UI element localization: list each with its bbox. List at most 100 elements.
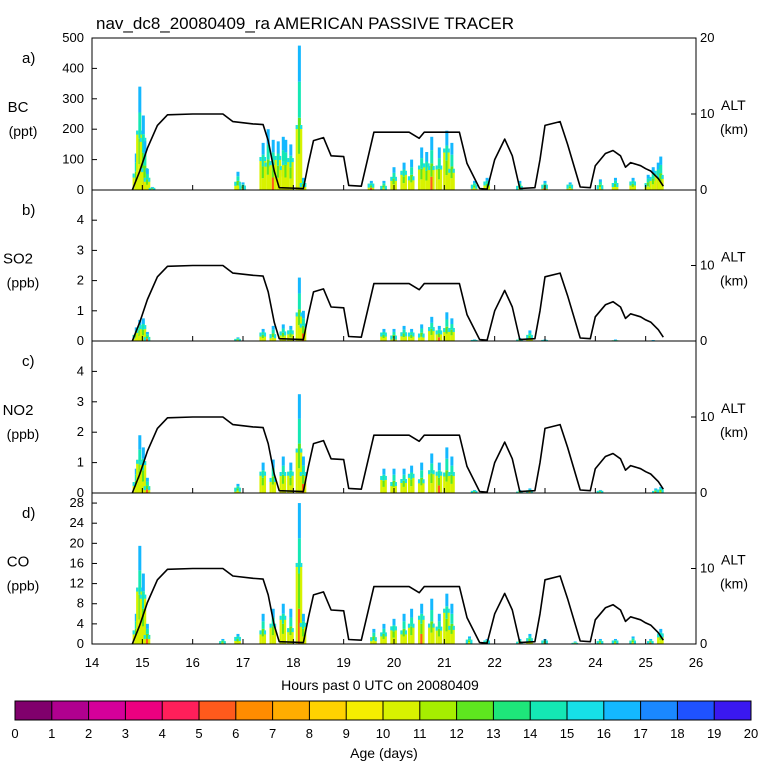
- tracer-segment: [382, 480, 386, 487]
- tracer-segment: [420, 633, 424, 644]
- tracer-fill: [443, 608, 446, 644]
- tracer-bar: [448, 456, 455, 493]
- tracer-fill: [448, 472, 451, 493]
- tracer-fill: [448, 327, 451, 341]
- colorbar-tick-label: 19: [707, 726, 721, 741]
- tracer-segment: [437, 621, 441, 629]
- tracer-fill: [435, 165, 438, 190]
- tracer-fill: [291, 158, 294, 190]
- y-tick-label: 3: [77, 394, 84, 409]
- tracer-fill-tip: [657, 489, 660, 493]
- tracer-segment: [297, 325, 301, 341]
- tracer-fill: [435, 330, 438, 341]
- tracer-segment: [402, 468, 406, 475]
- tracer-segment: [289, 167, 293, 179]
- tracer-fill-tip: [264, 162, 267, 167]
- tracer-segment: [613, 641, 617, 643]
- tracer-fill-tip: [448, 472, 451, 477]
- tracer-segment: [445, 145, 449, 161]
- tracer-fill: [394, 482, 397, 493]
- tracer-bar: [428, 598, 435, 644]
- tracer-segment: [437, 636, 441, 644]
- tracer-fill-tip: [432, 623, 435, 628]
- x-tick-label: 24: [588, 655, 602, 670]
- tracer-segment: [468, 640, 471, 643]
- tracer-segment: [271, 139, 275, 153]
- tracer-segment: [271, 177, 275, 190]
- x-tick-label: 16: [185, 655, 199, 670]
- tracer-segment: [372, 640, 376, 644]
- tracer-segment: [410, 486, 414, 493]
- tracer-fill-tip: [470, 490, 474, 493]
- tracer-segment: [518, 180, 522, 184]
- tracer-segment: [261, 334, 265, 338]
- tracer-segment: [236, 641, 240, 644]
- tracer-segment: [402, 628, 406, 637]
- tracer-segment: [138, 545, 142, 571]
- tracer-fill-tip: [291, 471, 294, 476]
- tracer-bar: [407, 608, 415, 644]
- tracer-segment: [297, 277, 301, 294]
- tracer-bar: [417, 603, 425, 644]
- tracer-fill: [394, 176, 397, 190]
- x-tick-labels: 14 15 16 17 18 19 20 21 22 23 24 25 26: [85, 655, 703, 670]
- tracer-fill-tip: [654, 170, 657, 175]
- tracer-segment: [656, 169, 660, 177]
- tracer-fill-tip: [300, 125, 303, 130]
- tracer-fill-tip: [417, 333, 421, 338]
- tracer-segment: [382, 337, 386, 341]
- tracer-fill-tip: [435, 471, 438, 476]
- tracer-fill-tip: [657, 174, 660, 179]
- tracer-fill: [428, 470, 431, 493]
- tracer-fill: [448, 625, 451, 644]
- tracer-bar: [279, 456, 287, 493]
- tracer-fill-tip: [380, 332, 383, 337]
- tracer-fill-tip: [530, 638, 533, 643]
- tracer-fill: [390, 626, 393, 644]
- tracer-segment: [659, 488, 663, 490]
- y-tick-label: 300: [62, 91, 84, 106]
- tracer-fill: [428, 166, 431, 190]
- tracer-fill-tip: [136, 459, 139, 464]
- tracer-fill-tip: [440, 626, 443, 631]
- tracer-segment: [392, 178, 396, 185]
- tracer-segment: [420, 613, 424, 624]
- tracer-segment: [372, 628, 376, 633]
- tracer-fill-tip: [470, 184, 474, 189]
- tracer-fill-tip: [390, 176, 393, 181]
- tracer-segment: [613, 183, 617, 187]
- tracer-segment: [297, 468, 301, 493]
- alt-axis-label: ALT: [721, 97, 746, 113]
- tracer-segment: [598, 179, 602, 183]
- tracer-segment: [261, 628, 265, 637]
- tracer-segment: [392, 474, 396, 481]
- unit-label: (ppb): [7, 275, 40, 291]
- colorbar-swatch: [493, 701, 531, 720]
- tracer-segment: [141, 335, 145, 341]
- tracer-fill-tip: [651, 641, 654, 644]
- tracer-segment: [450, 178, 454, 190]
- panel-letter: d): [22, 505, 35, 522]
- tracer-segment: [392, 468, 396, 475]
- tracer-segment: [437, 168, 441, 180]
- tracer-segment: [143, 165, 147, 178]
- tracer-segment: [266, 144, 270, 160]
- tracer-segment: [568, 184, 572, 187]
- tracer-segment: [271, 484, 275, 493]
- tracer-fill-tip: [283, 615, 287, 620]
- x-tick-label: 20: [387, 655, 401, 670]
- tracer-fill-tip: [374, 637, 377, 642]
- tracer-fill-tip: [545, 184, 548, 189]
- tracer-fill-tip: [596, 185, 599, 190]
- panel-co: 0 4 8 12 16 20 24 28 0 10 d) CO (ppb) ALT (km): [7, 492, 748, 651]
- panel-so2: 0 1 2 3 4 0 10 b) SO2 (ppb) ALT (km): [3, 189, 748, 348]
- tracer-segment: [382, 628, 386, 634]
- tracer-fill-tip: [407, 623, 411, 628]
- tracer-fill-tip: [571, 642, 574, 644]
- tracer-fill: [483, 181, 486, 190]
- tracer-fill-tip: [407, 332, 411, 337]
- tracer-segment: [420, 179, 424, 190]
- tracer-segment: [284, 139, 288, 153]
- tracer-segment: [297, 394, 301, 419]
- tracer-segment: [392, 480, 396, 487]
